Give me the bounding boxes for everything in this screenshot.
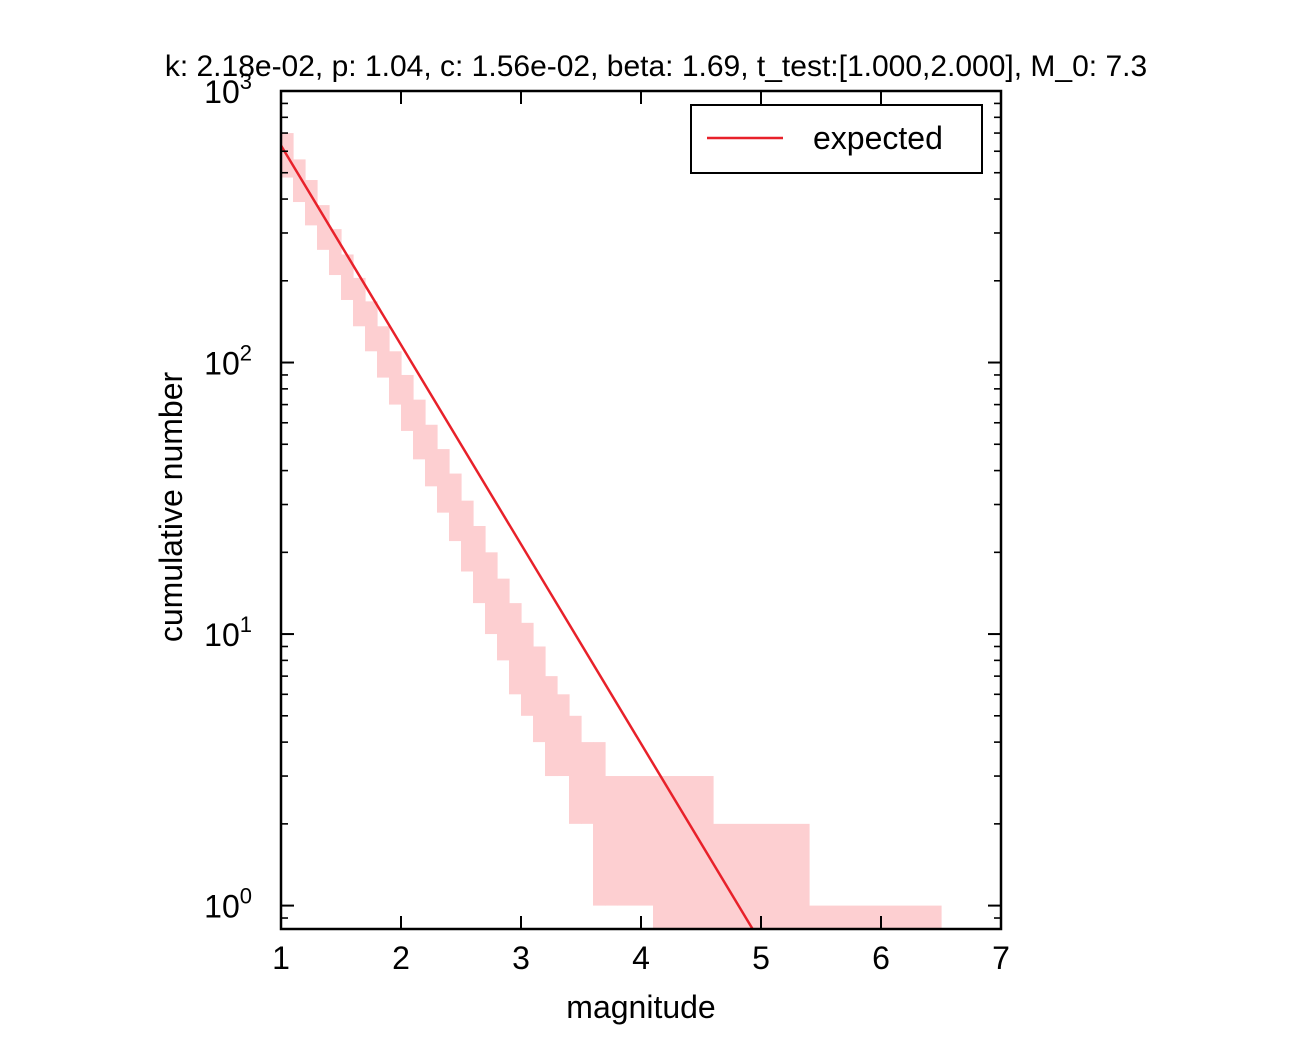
tick-labels: 1 2 3 4 5 6 7 100 101 102 103 [204, 69, 1010, 976]
band-bin-9 [389, 351, 402, 405]
x-tick-label-7: 7 [992, 940, 1010, 976]
band-bin-15 [461, 500, 474, 572]
y-axis-label: cumulative number [153, 371, 189, 642]
x-axis-label: magnitude [566, 989, 715, 1025]
band-bin-18 [497, 578, 510, 661]
expected-line-layer [279, 144, 754, 930]
band-bin-13 [437, 449, 450, 513]
legend: expected [690, 104, 983, 174]
band-bin-24 [569, 715, 582, 824]
band-bin-16 [473, 526, 486, 604]
band-bin-12 [425, 424, 438, 487]
axis-ticks [280, 90, 1002, 929]
band-bin-26 [593, 742, 606, 906]
chart-title: k: 2.18e-02, p: 1.04, c: 1.56e-02, beta:… [165, 50, 1147, 83]
x-tick-label-5: 5 [752, 940, 770, 976]
band-bin-7 [365, 301, 378, 352]
band-bin-8 [377, 326, 390, 378]
band-bin-10 [401, 374, 414, 431]
x-tick-label-1: 1 [272, 940, 290, 976]
band-bin-20 [521, 622, 534, 716]
band-bin-1 [293, 159, 306, 203]
band-bin-6 [353, 277, 366, 327]
band-bin-11 [413, 399, 426, 460]
band-bin-29 [653, 776, 714, 929]
series-line-expected [279, 144, 754, 930]
y-tick-label-100: 102 [204, 341, 252, 382]
band-bin-14 [449, 473, 462, 542]
y-tick-label-1: 100 [204, 884, 252, 925]
band-bin-19 [509, 603, 522, 695]
x-tick-label-6: 6 [872, 940, 890, 976]
band-bin-3 [317, 205, 330, 250]
band-bin-22 [545, 676, 558, 777]
band-bin-31 [809, 905, 942, 929]
legend-label-expected: expected [813, 120, 943, 156]
band-bin-5 [341, 254, 354, 300]
band-bin-21 [533, 646, 546, 743]
x-tick-label-2: 2 [392, 940, 410, 976]
band-bin-17 [485, 552, 498, 635]
band-bin-23 [557, 694, 570, 777]
y-tick-label-1000: 103 [204, 69, 252, 110]
x-tick-label-3: 3 [512, 940, 530, 976]
band-bin-25 [581, 742, 594, 824]
uncertainty-band [281, 133, 942, 929]
x-tick-label-4: 4 [632, 940, 650, 976]
y-tick-label-10: 101 [204, 612, 252, 653]
band-bin-28 [617, 776, 654, 906]
band-bin-27 [605, 776, 618, 906]
band-bin-30 [713, 823, 810, 929]
